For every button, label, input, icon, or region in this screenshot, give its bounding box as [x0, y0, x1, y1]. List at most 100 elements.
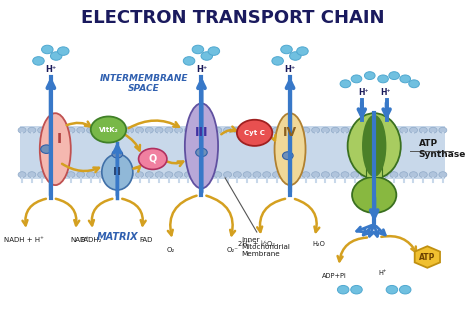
Circle shape [380, 172, 388, 178]
Text: Q: Q [149, 154, 157, 164]
Circle shape [439, 127, 447, 133]
Circle shape [273, 172, 281, 178]
Circle shape [361, 127, 369, 133]
Ellipse shape [185, 103, 218, 188]
Text: ATP: ATP [419, 253, 436, 261]
Text: I: I [57, 132, 62, 146]
Circle shape [224, 127, 232, 133]
Circle shape [184, 172, 192, 178]
Text: ELECTRON TRANSPORT CHAIN: ELECTRON TRANSPORT CHAIN [81, 9, 384, 27]
Circle shape [429, 172, 437, 178]
Circle shape [321, 127, 329, 133]
Circle shape [302, 172, 310, 178]
Circle shape [389, 72, 400, 79]
Circle shape [292, 172, 300, 178]
Circle shape [365, 72, 375, 79]
Circle shape [91, 117, 126, 143]
Text: H⁺: H⁺ [358, 88, 368, 97]
Circle shape [419, 172, 427, 178]
Circle shape [263, 172, 271, 178]
Circle shape [47, 127, 55, 133]
Circle shape [410, 127, 418, 133]
Circle shape [272, 57, 283, 65]
Text: H⁺: H⁺ [284, 65, 296, 74]
Circle shape [233, 172, 241, 178]
Circle shape [165, 127, 173, 133]
Circle shape [302, 127, 310, 133]
Circle shape [400, 172, 408, 178]
Text: ATP
Synthase: ATP Synthase [419, 139, 466, 159]
Circle shape [106, 127, 114, 133]
Circle shape [312, 172, 319, 178]
Circle shape [281, 45, 292, 54]
Text: IV: IV [283, 126, 297, 139]
Circle shape [361, 172, 369, 178]
Text: MATRIX: MATRIX [97, 232, 138, 242]
Circle shape [155, 172, 163, 178]
Circle shape [116, 127, 124, 133]
Circle shape [340, 80, 351, 88]
Ellipse shape [102, 154, 133, 190]
Circle shape [126, 127, 134, 133]
Circle shape [380, 127, 388, 133]
Text: NADH + H⁺: NADH + H⁺ [4, 237, 44, 243]
Circle shape [233, 127, 241, 133]
Circle shape [96, 127, 104, 133]
Circle shape [136, 127, 144, 133]
Circle shape [283, 172, 290, 178]
Text: H⁺: H⁺ [380, 88, 391, 97]
Circle shape [263, 127, 271, 133]
Circle shape [77, 172, 85, 178]
Circle shape [409, 80, 419, 88]
Circle shape [390, 172, 398, 178]
Circle shape [136, 172, 144, 178]
Circle shape [138, 149, 167, 169]
Circle shape [18, 172, 26, 178]
Circle shape [253, 172, 261, 178]
Circle shape [37, 172, 46, 178]
Circle shape [116, 172, 124, 178]
Circle shape [194, 172, 202, 178]
Circle shape [57, 172, 65, 178]
Circle shape [243, 127, 251, 133]
Circle shape [204, 172, 212, 178]
Text: H⁺: H⁺ [196, 65, 207, 74]
Circle shape [194, 127, 202, 133]
Circle shape [146, 127, 153, 133]
Circle shape [208, 47, 219, 55]
Ellipse shape [362, 115, 386, 177]
Text: II: II [113, 167, 121, 177]
FancyBboxPatch shape [366, 151, 382, 177]
Text: 2H⁺ + ½O₂: 2H⁺ + ½O₂ [238, 241, 275, 247]
Text: H₂O: H₂O [312, 241, 325, 247]
Circle shape [419, 127, 427, 133]
Ellipse shape [352, 177, 396, 213]
Text: H⁺: H⁺ [379, 270, 387, 276]
Text: ADP+Pi: ADP+Pi [322, 273, 346, 279]
Circle shape [77, 127, 85, 133]
Circle shape [283, 127, 290, 133]
Circle shape [174, 127, 182, 133]
Circle shape [351, 285, 362, 294]
Circle shape [386, 285, 398, 294]
Circle shape [126, 172, 134, 178]
Circle shape [341, 127, 349, 133]
FancyBboxPatch shape [20, 126, 445, 178]
Circle shape [87, 172, 94, 178]
Circle shape [214, 127, 222, 133]
Text: O₂: O₂ [166, 247, 174, 253]
Circle shape [204, 127, 212, 133]
Text: INTERMEMBRANE
SPACE: INTERMEMBRANE SPACE [100, 74, 188, 93]
Circle shape [87, 127, 94, 133]
Circle shape [192, 45, 204, 54]
Circle shape [112, 150, 123, 158]
Circle shape [18, 127, 26, 133]
Text: FAD: FAD [139, 237, 153, 243]
Circle shape [243, 172, 251, 178]
Circle shape [410, 172, 418, 178]
Ellipse shape [347, 113, 401, 178]
Circle shape [67, 127, 75, 133]
Circle shape [439, 172, 447, 178]
Circle shape [50, 52, 62, 60]
Circle shape [292, 127, 300, 133]
